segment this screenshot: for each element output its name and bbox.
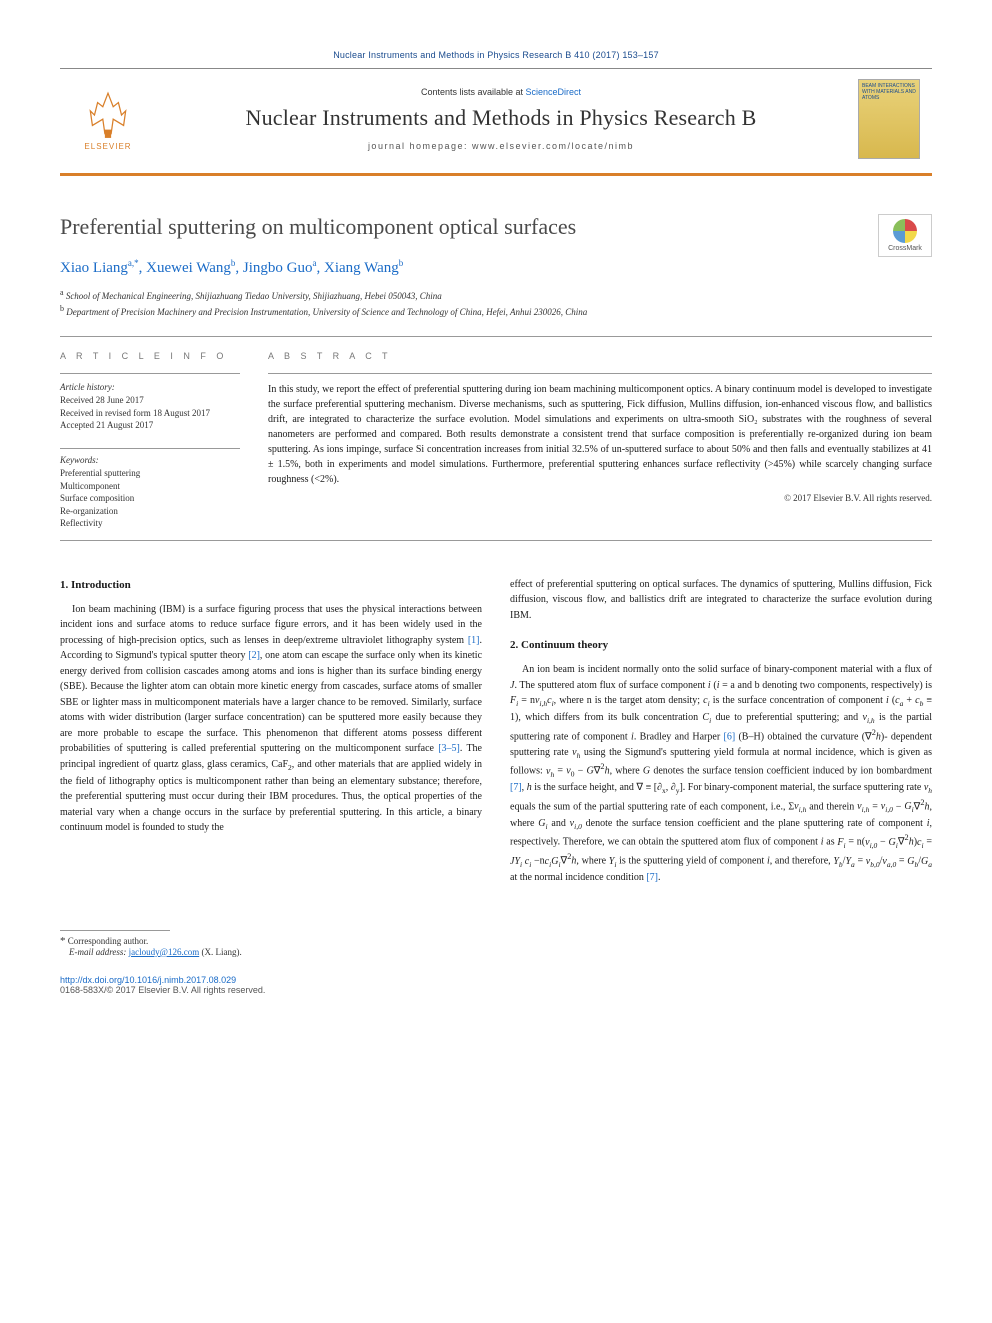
article-title: Preferential sputtering on multicomponen… — [60, 214, 932, 240]
affiliation-b: b Department of Precision Machinery and … — [60, 303, 932, 319]
issn-copyright: 0168-583X/© 2017 Elsevier B.V. All right… — [60, 985, 932, 995]
corresponding-text: Corresponding author. — [68, 936, 149, 946]
history-heading: Article history: — [60, 382, 240, 392]
keyword: Reflectivity — [60, 517, 240, 530]
keywords-heading: Keywords: — [60, 455, 240, 465]
keywords-block: Keywords: Preferential sputtering Multic… — [60, 448, 240, 530]
crossmark-icon — [893, 219, 917, 243]
info-abstract-row: A R T I C L E I N F O Article history: R… — [60, 337, 932, 540]
received-date: Received 28 June 2017 — [60, 394, 240, 407]
section-heading-theory: 2. Continuum theory — [510, 637, 932, 654]
affiliation-b-text: Department of Precision Machinery and Pr… — [66, 307, 587, 317]
page-footer: * Corresponding author. E-mail address: … — [60, 930, 932, 995]
abstract-copyright: © 2017 Elsevier B.V. All rights reserved… — [268, 493, 932, 503]
keyword: Preferential sputtering — [60, 467, 240, 480]
contents-text: Contents lists available at — [421, 87, 526, 97]
keyword: Surface composition — [60, 492, 240, 505]
article-info-label: A R T I C L E I N F O — [60, 351, 240, 361]
crossmark-label: CrossMark — [888, 245, 922, 252]
article-info: A R T I C L E I N F O Article history: R… — [60, 351, 240, 530]
homepage-url[interactable]: www.elsevier.com/locate/nimb — [472, 141, 634, 151]
section-heading-intro: 1. Introduction — [60, 577, 482, 594]
banner-center: Contents lists available at ScienceDirec… — [162, 87, 840, 151]
crossmark-badge[interactable]: CrossMark — [878, 214, 932, 257]
journal-name: Nuclear Instruments and Methods in Physi… — [162, 105, 840, 131]
sciencedirect-link[interactable]: ScienceDirect — [526, 87, 582, 97]
affiliations: a School of Mechanical Engineering, Shij… — [60, 287, 932, 318]
affiliation-a-text: School of Mechanical Engineering, Shijia… — [66, 291, 442, 301]
corresponding-email[interactable]: jacloudy@126.com — [129, 947, 200, 957]
article-body: 1. Introduction Ion beam machining (IBM)… — [60, 577, 932, 886]
divider — [60, 540, 932, 541]
revised-date: Received in revised form 18 August 2017 — [60, 407, 240, 420]
journal-citation: Nuclear Instruments and Methods in Physi… — [60, 50, 932, 60]
email-label: E-mail address: — [69, 947, 129, 957]
contents-available: Contents lists available at ScienceDirec… — [162, 87, 840, 97]
abstract-label: A B S T R A C T — [268, 351, 932, 361]
elsevier-tree-icon — [82, 88, 134, 140]
journal-cover-thumbnail: BEAM INTERACTIONS WITH MATERIALS AND ATO… — [858, 79, 920, 159]
abstract-text: In this study, we report the effect of p… — [268, 382, 932, 487]
corresponding-note: * Corresponding author. — [60, 935, 932, 947]
introduction-paragraph-continued: effect of preferential sputtering on opt… — [510, 577, 932, 624]
accepted-date: Accepted 21 August 2017 — [60, 419, 240, 432]
email-line: E-mail address: jacloudy@126.com (X. Lia… — [60, 947, 932, 957]
email-name: (X. Liang). — [199, 947, 242, 957]
theory-paragraph: An ion beam is incident normally onto th… — [510, 662, 932, 885]
affiliation-a: a School of Mechanical Engineering, Shij… — [60, 287, 932, 303]
introduction-paragraph: Ion beam machining (IBM) is a surface fi… — [60, 602, 482, 836]
homepage-line: journal homepage: www.elsevier.com/locat… — [162, 141, 840, 151]
author-list: Xiao Lianga,*, Xuewei Wangb, Jingbo Guoa… — [60, 258, 932, 277]
keyword: Multicomponent — [60, 480, 240, 493]
homepage-label: journal homepage: — [368, 141, 472, 151]
keyword: Re-organization — [60, 505, 240, 518]
abstract: A B S T R A C T In this study, we report… — [268, 351, 932, 530]
publisher-block: ELSEVIER — [72, 88, 144, 151]
doi-link[interactable]: http://dx.doi.org/10.1016/j.nimb.2017.08… — [60, 975, 932, 985]
publisher-name: ELSEVIER — [84, 142, 131, 151]
journal-banner: ELSEVIER Contents lists available at Sci… — [60, 68, 932, 176]
title-block: Preferential sputtering on multicomponen… — [60, 214, 932, 240]
